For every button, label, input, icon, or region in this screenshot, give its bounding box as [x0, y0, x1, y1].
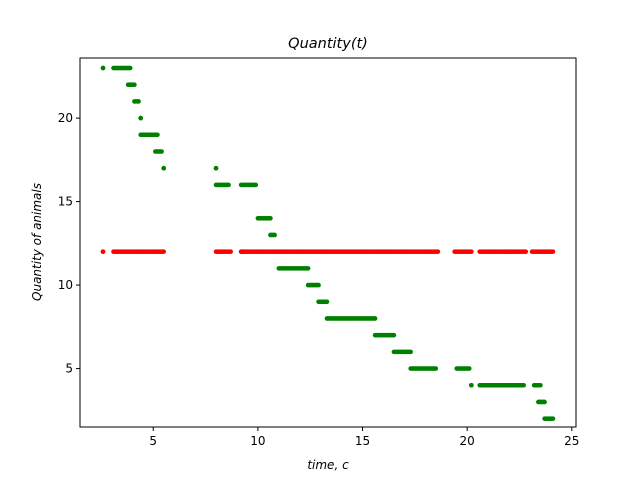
- data-point: [542, 399, 547, 405]
- chart-title: Quantity(t): [288, 36, 368, 52]
- y-tick-label: 5: [65, 362, 73, 376]
- y-tick-label: 10: [58, 278, 73, 292]
- data-point: [136, 99, 141, 104]
- data-point: [272, 232, 277, 238]
- y-tick-label: 15: [58, 195, 73, 209]
- data-point: [469, 382, 474, 388]
- y-tick-label: 20: [58, 111, 73, 125]
- data-point: [213, 165, 219, 171]
- data-point: [226, 182, 231, 188]
- data-point: [466, 366, 472, 371]
- data-point: [132, 82, 137, 88]
- x-axis-label: time, c: [307, 458, 349, 472]
- y-axis-label: Quantity of animals: [30, 183, 44, 301]
- data-point: [161, 249, 167, 254]
- data-point: [138, 115, 143, 121]
- data-point: [268, 215, 273, 221]
- data-point: [372, 316, 378, 321]
- data-point: [550, 249, 556, 254]
- data-point: [253, 182, 259, 188]
- data-point: [228, 249, 233, 254]
- x-tick-label: 10: [250, 434, 265, 448]
- data-point: [538, 382, 543, 388]
- data-point: [305, 266, 311, 271]
- data-point: [391, 332, 397, 338]
- x-tick-label: 25: [564, 434, 579, 448]
- y-axis: 5 10 15 20: [58, 111, 80, 376]
- data-point: [521, 382, 526, 388]
- data-point: [159, 149, 164, 154]
- data-point: [324, 299, 330, 305]
- data-point: [408, 349, 413, 355]
- data-points: [100, 65, 556, 421]
- data-point: [127, 65, 133, 71]
- data-point: [433, 366, 439, 371]
- data-point: [155, 132, 160, 138]
- x-axis: 5 10 15 20 25: [149, 427, 579, 448]
- data-point: [100, 249, 106, 254]
- x-tick-label: 15: [355, 434, 370, 448]
- data-point: [161, 165, 167, 171]
- plot-frame: [79, 57, 577, 428]
- data-point: [469, 249, 474, 254]
- x-tick-label: 5: [149, 434, 157, 448]
- x-tick-label: 20: [460, 434, 475, 448]
- data-point: [523, 249, 529, 254]
- data-point: [550, 416, 556, 421]
- data-point: [100, 65, 106, 71]
- data-point: [435, 249, 441, 254]
- data-point: [316, 282, 321, 288]
